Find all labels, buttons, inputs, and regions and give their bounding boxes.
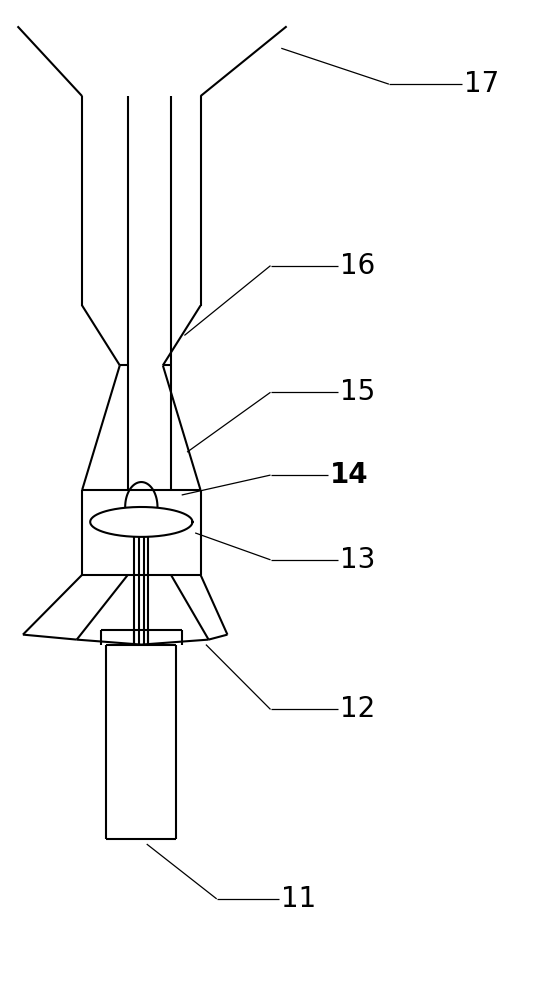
Text: 14: 14 — [329, 461, 368, 489]
Text: 15: 15 — [340, 378, 375, 406]
Text: 16: 16 — [340, 252, 375, 280]
Text: 12: 12 — [340, 695, 375, 723]
Text: 11: 11 — [281, 885, 316, 913]
Text: 13: 13 — [340, 546, 376, 574]
Text: 17: 17 — [464, 70, 499, 98]
